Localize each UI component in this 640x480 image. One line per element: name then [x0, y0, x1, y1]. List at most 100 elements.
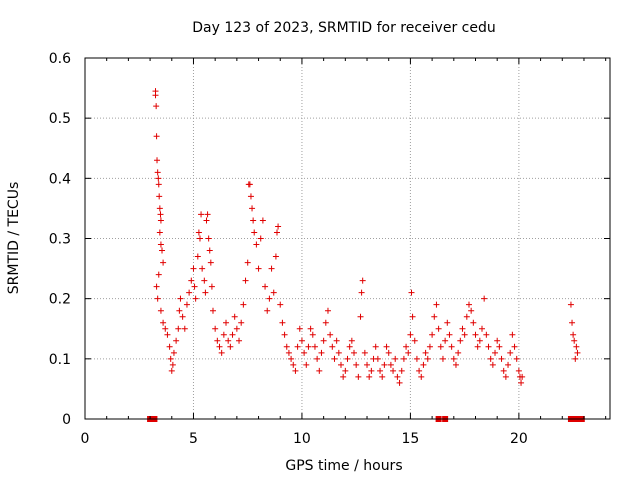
- data-point: [377, 367, 384, 374]
- data-point: [400, 355, 407, 362]
- data-point: [452, 361, 459, 368]
- y-tick-label: 0: [62, 412, 71, 428]
- data-point: [320, 337, 327, 344]
- x-tick-label: 15: [401, 431, 419, 447]
- data-point: [316, 367, 323, 374]
- data-point: [470, 319, 477, 326]
- data-point: [364, 361, 371, 368]
- data-point: [465, 301, 472, 308]
- data-point: [444, 319, 451, 326]
- data-point: [301, 349, 308, 356]
- data-point: [511, 343, 518, 350]
- data-point: [155, 181, 162, 188]
- data-point: [303, 361, 310, 368]
- data-point: [167, 355, 174, 362]
- gridlines: [85, 58, 610, 419]
- data-point: [212, 325, 219, 332]
- data-point: [183, 301, 190, 308]
- data-point: [216, 343, 223, 350]
- x-tick-label: 5: [189, 431, 198, 447]
- data-point: [156, 229, 163, 236]
- data-point: [202, 289, 209, 296]
- data-point: [154, 157, 161, 164]
- data-point: [496, 343, 503, 350]
- data-point: [487, 355, 494, 362]
- data-point: [429, 331, 436, 338]
- data-point: [236, 337, 243, 344]
- data-point: [255, 265, 262, 272]
- data-point: [572, 355, 579, 362]
- data-point: [433, 301, 440, 308]
- data-point: [268, 265, 275, 272]
- data-point: [368, 367, 375, 374]
- data-point: [311, 343, 318, 350]
- data-point: [413, 355, 420, 362]
- data-point: [214, 337, 221, 344]
- data-point: [296, 325, 303, 332]
- data-point: [270, 289, 277, 296]
- data-point: [329, 343, 336, 350]
- data-point: [381, 361, 388, 368]
- data-point: [199, 265, 206, 272]
- data-point: [457, 337, 464, 344]
- data-point: [203, 217, 210, 224]
- data-point: [162, 325, 169, 332]
- data-point: [383, 343, 390, 350]
- data-point: [242, 277, 249, 284]
- data-point: [405, 349, 412, 356]
- data-point: [188, 277, 195, 284]
- y-tick-label: 0.5: [49, 111, 71, 127]
- data-point: [272, 253, 279, 260]
- data-point: [247, 193, 254, 200]
- data-point: [359, 277, 366, 284]
- data-point: [348, 337, 355, 344]
- y-tick-label: 0.3: [49, 232, 71, 248]
- x-axis-label: GPS time / hours: [285, 458, 402, 474]
- x-tick-label: 10: [293, 431, 311, 447]
- axis-ticks: [84, 57, 610, 420]
- data-point: [353, 361, 360, 368]
- data-point: [223, 319, 230, 326]
- data-point: [259, 217, 266, 224]
- data-point: [335, 349, 342, 356]
- data-point: [403, 343, 410, 350]
- data-point: [573, 343, 580, 350]
- data-point: [387, 361, 394, 368]
- data-point: [166, 343, 173, 350]
- y-tick-label: 0.6: [49, 51, 71, 67]
- data-point: [408, 289, 415, 296]
- data-point: [418, 373, 425, 380]
- y-axis-label: SRMTID / TECUs: [6, 182, 22, 295]
- data-point: [153, 103, 160, 110]
- data-point: [472, 331, 479, 338]
- data-point: [186, 289, 193, 296]
- data-point: [435, 325, 442, 332]
- data-point: [396, 379, 403, 386]
- data-point: [244, 259, 251, 266]
- data-point: [168, 367, 175, 374]
- data-point: [305, 343, 312, 350]
- data-point: [379, 373, 386, 380]
- data-point: [513, 355, 520, 362]
- data-point: [181, 325, 188, 332]
- data-point: [294, 343, 301, 350]
- data-point: [570, 331, 577, 338]
- data-point: [324, 307, 331, 314]
- data-point: [292, 367, 299, 374]
- x-tick-label: 20: [510, 431, 528, 447]
- y-tick-label: 0.4: [49, 171, 71, 187]
- data-point: [250, 217, 257, 224]
- data-point: [155, 175, 162, 182]
- data-points: [152, 88, 581, 386]
- data-point: [262, 283, 269, 290]
- data-point: [170, 349, 177, 356]
- data-point: [290, 361, 297, 368]
- data-point: [366, 373, 373, 380]
- data-point: [515, 367, 522, 374]
- data-point: [169, 361, 176, 368]
- data-point: [208, 283, 215, 290]
- data-point: [518, 379, 525, 386]
- x-tick-label: 0: [81, 431, 90, 447]
- data-point: [485, 343, 492, 350]
